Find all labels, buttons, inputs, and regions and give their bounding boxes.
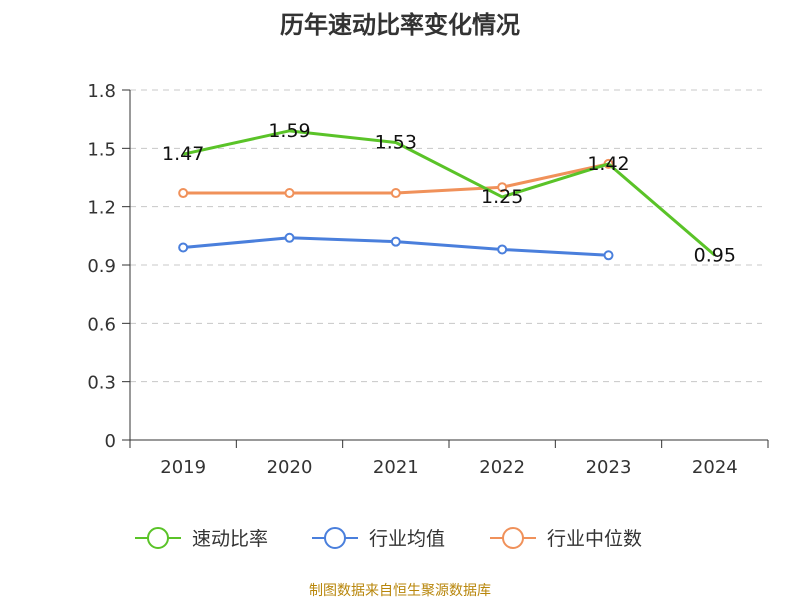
data-point bbox=[178, 242, 189, 253]
y-tick-label: 0.9 bbox=[87, 256, 116, 277]
y-tick-label: 1.8 bbox=[87, 81, 116, 102]
data-label: 1.25 bbox=[481, 186, 523, 208]
data-label: 1.53 bbox=[375, 132, 417, 154]
x-tick-label: 2023 bbox=[586, 457, 632, 478]
data-point bbox=[603, 250, 614, 261]
data-point bbox=[497, 244, 508, 255]
data-point bbox=[390, 188, 401, 199]
data-label: 1.59 bbox=[268, 120, 310, 142]
series-line-0 bbox=[182, 129, 716, 257]
data-label: 1.42 bbox=[587, 153, 629, 175]
y-tick-label: 1.2 bbox=[87, 198, 116, 219]
legend-label: 行业均值 bbox=[369, 528, 445, 550]
chart-title: 历年速动比率变化情况 bbox=[280, 11, 520, 39]
legend: 速动比率 行业均值 行业中位数 bbox=[135, 527, 642, 550]
data-point bbox=[178, 188, 189, 199]
y-tick-label: 1.5 bbox=[87, 139, 116, 160]
data-label: 1.47 bbox=[162, 143, 204, 165]
y-tick-label: 0.3 bbox=[87, 373, 116, 394]
legend-label: 行业中位数 bbox=[547, 528, 642, 550]
legend-item-1[interactable]: 行业均值 bbox=[312, 527, 445, 550]
legend-marker bbox=[324, 527, 346, 549]
data-labels: 1.47 1.59 1.53 1.25 1.42 0.95 bbox=[162, 120, 736, 266]
data-point bbox=[390, 236, 401, 247]
x-tick-label: 2021 bbox=[373, 457, 419, 478]
series-layer bbox=[178, 129, 716, 261]
legend-marker bbox=[502, 527, 524, 549]
axes: 0 0.3 0.6 0.9 1.2 1.5 1.8 2019 2020 2021 2022 2023 2… bbox=[87, 81, 769, 478]
legend-label: 速动比率 bbox=[192, 528, 268, 550]
data-label: 0.95 bbox=[694, 244, 736, 266]
source-note: 制图数据来自恒生聚源数据库 bbox=[309, 583, 491, 599]
legend-item-0[interactable]: 速动比率 bbox=[135, 527, 268, 550]
y-tick-label: 0.6 bbox=[87, 314, 116, 335]
data-point bbox=[284, 232, 295, 243]
legend-item-2[interactable]: 行业中位数 bbox=[490, 527, 642, 550]
grid-lines bbox=[130, 89, 762, 383]
data-point bbox=[497, 182, 508, 193]
x-tick-label: 2019 bbox=[160, 457, 206, 478]
y-tick-label: 0 bbox=[105, 431, 116, 452]
x-tick-label: 2024 bbox=[692, 457, 738, 478]
x-tick-label: 2022 bbox=[479, 457, 525, 478]
legend-marker bbox=[147, 527, 169, 549]
data-point bbox=[284, 188, 295, 199]
x-tick-label: 2020 bbox=[267, 457, 313, 478]
